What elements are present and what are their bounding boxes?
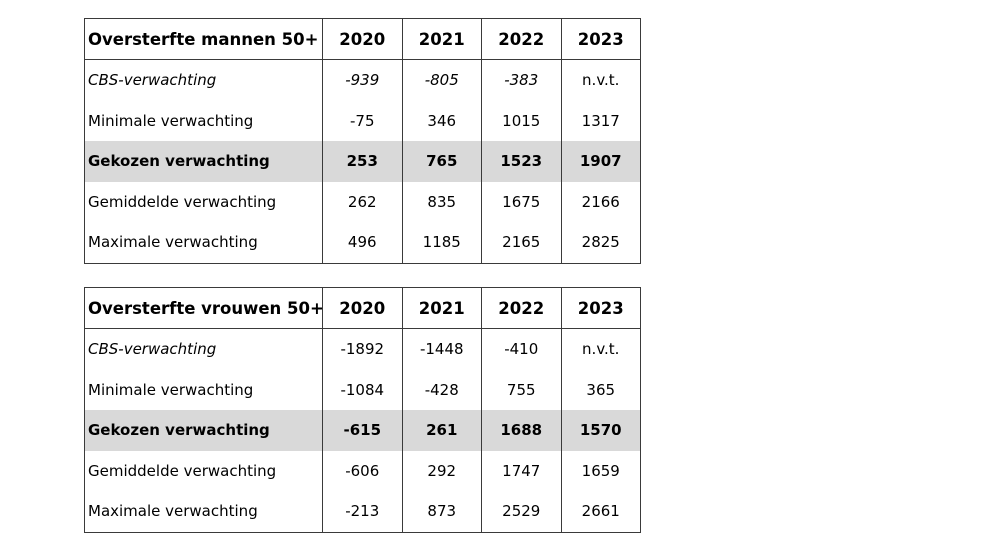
table-title: Oversterfte vrouwen 50+ (84, 287, 323, 329)
cell-value: -1448 (401, 328, 482, 370)
year-header: 2021 (401, 287, 482, 329)
cell-value: -1084 (322, 369, 403, 410)
cell-value: 2661 (560, 491, 641, 533)
cell-value: n.v.t. (560, 59, 641, 101)
row-label: Gekozen verwachting (84, 141, 323, 182)
cell-value: 1523 (481, 141, 562, 182)
cell-value: 1675 (481, 181, 562, 222)
row-label: Maximale verwachting (84, 222, 323, 264)
cell-value: 261 (401, 410, 482, 451)
cell-value: 2166 (560, 181, 641, 222)
row-label: CBS-verwachting (84, 328, 323, 370)
cell-value: 873 (401, 491, 482, 533)
cell-value: 1659 (560, 450, 641, 491)
cell-value: 2165 (481, 222, 562, 264)
year-header: 2021 (401, 18, 482, 60)
cell-value: -606 (322, 450, 403, 491)
cell-value: 1907 (560, 141, 641, 182)
cell-value: 835 (401, 181, 482, 222)
cell-value: 365 (560, 369, 641, 410)
cell-value: 253 (322, 141, 403, 182)
cell-value: 1015 (481, 100, 562, 141)
cell-value: 2529 (481, 491, 562, 533)
cell-value: 496 (322, 222, 403, 264)
cell-value: 1688 (481, 410, 562, 451)
cell-value: -75 (322, 100, 403, 141)
table-row-cbs: CBS-verwachting -1892 -1448 -410 n.v.t. (84, 328, 641, 370)
cell-value: -939 (322, 59, 403, 101)
cell-value: 2825 (560, 222, 641, 264)
cell-value: 262 (322, 181, 403, 222)
row-label: Minimale verwachting (84, 369, 323, 410)
cell-value: 346 (401, 100, 482, 141)
excess-mortality-women-table: Oversterfte vrouwen 50+ 2020 2021 2022 2… (84, 287, 641, 533)
cell-value: -615 (322, 410, 403, 451)
table-row-chosen: Gekozen verwachting -615 261 1688 1570 (84, 410, 641, 451)
row-label: CBS-verwachting (84, 59, 323, 101)
year-header: 2022 (481, 18, 562, 60)
excess-mortality-men-table: Oversterfte mannen 50+ 2020 2021 2022 20… (84, 18, 641, 264)
row-label: Gekozen verwachting (84, 410, 323, 451)
table-row-maximal: Maximale verwachting -213 873 2529 2661 (84, 491, 641, 533)
header-row: Oversterfte vrouwen 50+ 2020 2021 2022 2… (84, 287, 641, 329)
table-row-average: Gemiddelde verwachting -606 292 1747 165… (84, 450, 641, 491)
row-label: Gemiddelde verwachting (84, 181, 323, 222)
cell-value: -410 (481, 328, 562, 370)
cell-value: 755 (481, 369, 562, 410)
table-row-maximal: Maximale verwachting 496 1185 2165 2825 (84, 222, 641, 264)
cell-value: -428 (401, 369, 482, 410)
cell-value: 1570 (560, 410, 641, 451)
row-label: Maximale verwachting (84, 491, 323, 533)
cell-value: 1317 (560, 100, 641, 141)
cell-value: -805 (401, 59, 482, 101)
year-header: 2023 (560, 18, 641, 60)
cell-value: n.v.t. (560, 328, 641, 370)
year-header: 2022 (481, 287, 562, 329)
cell-value: -383 (481, 59, 562, 101)
table-row-minimal: Minimale verwachting -1084 -428 755 365 (84, 369, 641, 410)
cell-value: -1892 (322, 328, 403, 370)
row-label: Minimale verwachting (84, 100, 323, 141)
table-row-minimal: Minimale verwachting -75 346 1015 1317 (84, 100, 641, 141)
year-header: 2020 (322, 287, 403, 329)
table-row-chosen: Gekozen verwachting 253 765 1523 1907 (84, 141, 641, 182)
header-row: Oversterfte mannen 50+ 2020 2021 2022 20… (84, 18, 641, 60)
cell-value: 1747 (481, 450, 562, 491)
cell-value: -213 (322, 491, 403, 533)
cell-value: 1185 (401, 222, 482, 264)
cell-value: 292 (401, 450, 482, 491)
row-label: Gemiddelde verwachting (84, 450, 323, 491)
table-row-average: Gemiddelde verwachting 262 835 1675 2166 (84, 181, 641, 222)
table-row-cbs: CBS-verwachting -939 -805 -383 n.v.t. (84, 59, 641, 101)
table-title: Oversterfte mannen 50+ (84, 18, 323, 60)
year-header: 2023 (560, 287, 641, 329)
cell-value: 765 (401, 141, 482, 182)
year-header: 2020 (322, 18, 403, 60)
